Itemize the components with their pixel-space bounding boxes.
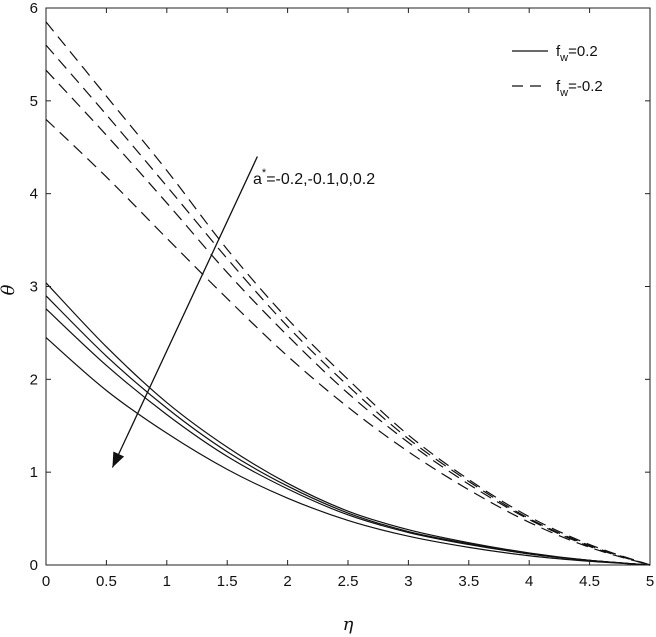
x-tick-label: 5: [646, 573, 654, 590]
series-line-solid-1: [45, 282, 651, 566]
annotation: a*=-0.2,-0.1,0,0.2: [253, 167, 375, 188]
arrow-shaft: [111, 156, 258, 468]
legend-entry-1: fw=0.2: [556, 43, 598, 64]
y-tick-label: 0: [30, 557, 38, 574]
annotation-arrow: [111, 156, 258, 468]
series-line-dashed-5: [45, 21, 651, 566]
y-axis-label: θ: [0, 284, 19, 295]
x-axis-label: η: [343, 614, 354, 635]
y-tick-label: 4: [30, 186, 38, 203]
annotation-base: a: [253, 171, 262, 188]
series-layer: [45, 21, 651, 566]
svg-text:a*=-0.2,-0.1,0,0.2: a*=-0.2,-0.1,0,0.2: [253, 167, 375, 188]
x-tick-label: 0: [42, 573, 50, 590]
series-line-dashed-6: [45, 44, 651, 566]
x-tick-label: 3.5: [458, 573, 479, 590]
x-tick-label: 2: [283, 573, 291, 590]
x-tick-label: 1.5: [217, 573, 238, 590]
axis-ticks: 0 0.5 1 1.5 2 2.5 3 3.5 4 4.5 5 0 1 2 3 4 5 6: [30, 0, 655, 590]
x-tick-label: 0.5: [96, 573, 117, 590]
y-tick-label: 1: [30, 464, 38, 481]
plot-area: [45, 7, 651, 566]
y-tick-label: 6: [30, 0, 38, 17]
x-tick-label: 3: [404, 573, 412, 590]
x-tick-label: 1: [163, 573, 171, 590]
x-tick-label: 4.5: [579, 573, 600, 590]
series-line-solid-3: [45, 308, 651, 566]
x-tick-label: 2.5: [338, 573, 359, 590]
series-line-dashed-8: [45, 118, 651, 566]
y-tick-label: 3: [30, 279, 38, 296]
y-tick-label: 5: [30, 93, 38, 110]
arrow-head: [112, 451, 125, 468]
y-tick-label: 2: [30, 371, 38, 388]
annotation-text: =-0.2,-0.1,0,0.2: [266, 171, 375, 188]
legend: fw=0.2 fw=-0.2: [512, 43, 603, 99]
series-line-dashed-7: [45, 69, 651, 566]
annotation-superscript: *: [262, 167, 267, 179]
x-tick-label: 4: [525, 573, 533, 590]
legend-entry-2: fw=-0.2: [556, 78, 603, 99]
series-line-solid-4: [45, 337, 651, 566]
